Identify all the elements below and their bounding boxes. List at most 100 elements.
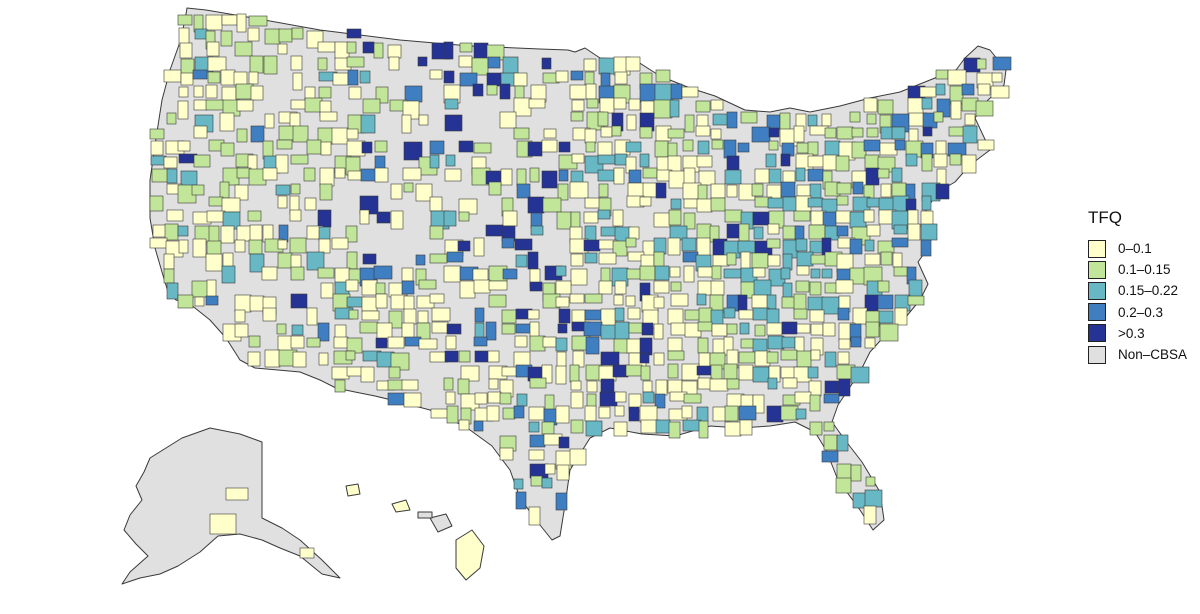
cbsa-region [878,310,894,324]
cbsa-region [277,43,288,55]
cbsa-region [177,140,191,152]
cbsa-region [543,128,557,139]
cbsa-region [458,55,473,68]
cbsa-region [599,391,618,407]
cbsa-region [880,183,892,198]
cbsa-region [628,322,644,334]
cbsa-region [403,141,423,161]
cbsa-region [306,139,322,155]
legend-item: 0.2–0.3 [1088,302,1187,323]
legend-label: 0.15–0.22 [1118,283,1179,299]
cbsa-region [585,336,600,355]
cbsa-region [653,323,664,340]
cbsa-region [614,405,625,417]
cbsa-region [429,293,445,304]
cbsa-region [555,280,572,295]
cbsa-region [290,293,308,309]
cbsa-region [625,364,643,377]
cbsa-region [795,238,808,252]
cbsa-region [528,421,540,433]
cbsa-region [836,182,852,195]
cbsa-region [726,111,738,129]
cbsa-region [459,280,476,299]
cbsa-region [373,265,393,280]
cbsa-region [403,308,417,325]
cbsa-region [527,309,540,320]
cbsa-region [459,72,478,87]
cbsa-region [809,309,825,323]
cbsa-region [262,307,277,322]
cbsa-region [362,41,375,54]
cbsa-region [891,126,906,140]
cbsa-region [473,420,484,432]
cbsa-region [194,28,208,40]
cbsa-region [641,322,654,336]
cbsa-region [653,280,670,294]
cbsa-region [807,366,819,379]
cbsa-region [445,154,456,167]
cbsa-region [208,225,220,243]
cbsa-region [513,97,532,117]
cbsa-region [698,170,716,186]
cbsa-region [487,350,500,363]
cbsa-region [935,183,950,200]
cbsa-region [586,98,599,109]
cbsa-region [723,363,738,380]
cbsa-region [767,377,778,390]
cbsa-region [613,421,628,437]
legend-swatch [1088,324,1106,343]
cbsa-region [192,238,207,258]
map-legend: TFQ 0–0.1 0.1–0.15 0.15–0.22 0.2–0.3 >0.3 Non… [1088,208,1187,365]
cbsa-region [345,225,358,243]
cbsa-region [541,139,558,153]
cbsa-region [639,337,653,356]
cbsa-region [655,69,671,83]
cbsa-region [767,223,780,235]
cbsa-region [639,83,657,103]
cbsa-region [555,405,570,424]
cbsa-region [346,366,364,377]
cbsa-region [445,335,457,350]
cbsa-region [375,282,386,295]
cbsa-region [247,210,262,222]
cbsa-region [933,153,948,168]
cbsa-region [221,197,241,213]
cbsa-region [793,293,807,311]
cbsa-region [515,254,528,268]
cbsa-region [850,336,862,348]
cbsa-region [614,153,628,166]
cbsa-region [628,226,640,240]
cbsa-region [555,337,568,352]
cbsa-region [977,83,991,96]
cbsa-region [401,322,415,339]
cbsa-region [458,419,470,431]
cbsa-region [317,322,330,342]
cbsa-region [206,41,220,57]
cbsa-region [334,379,346,393]
cbsa-region [502,56,519,75]
cbsa-region [527,251,539,270]
cbsa-region [781,336,796,349]
cbsa-region [376,211,391,224]
cbsa-region [793,308,808,320]
cbsa-region [487,391,502,404]
cbsa-region [166,112,177,125]
cbsa-region [570,253,584,267]
cbsa-region [249,55,264,74]
cbsa-region [233,71,248,86]
cbsa-region [486,405,500,422]
cbsa-region [558,436,570,449]
cbsa-region [625,295,636,307]
cbsa-region [194,296,205,307]
cbsa-region [331,366,350,380]
cbsa-region [864,239,875,252]
cbsa-region [404,85,423,103]
cbsa-region [583,321,603,337]
cbsa-region [277,252,293,269]
cbsa-region [639,265,656,281]
cbsa-region [808,224,826,240]
cbsa-region [667,350,685,361]
cbsa-region [683,167,696,185]
cbsa-region [810,254,828,265]
cbsa-region [542,336,557,348]
